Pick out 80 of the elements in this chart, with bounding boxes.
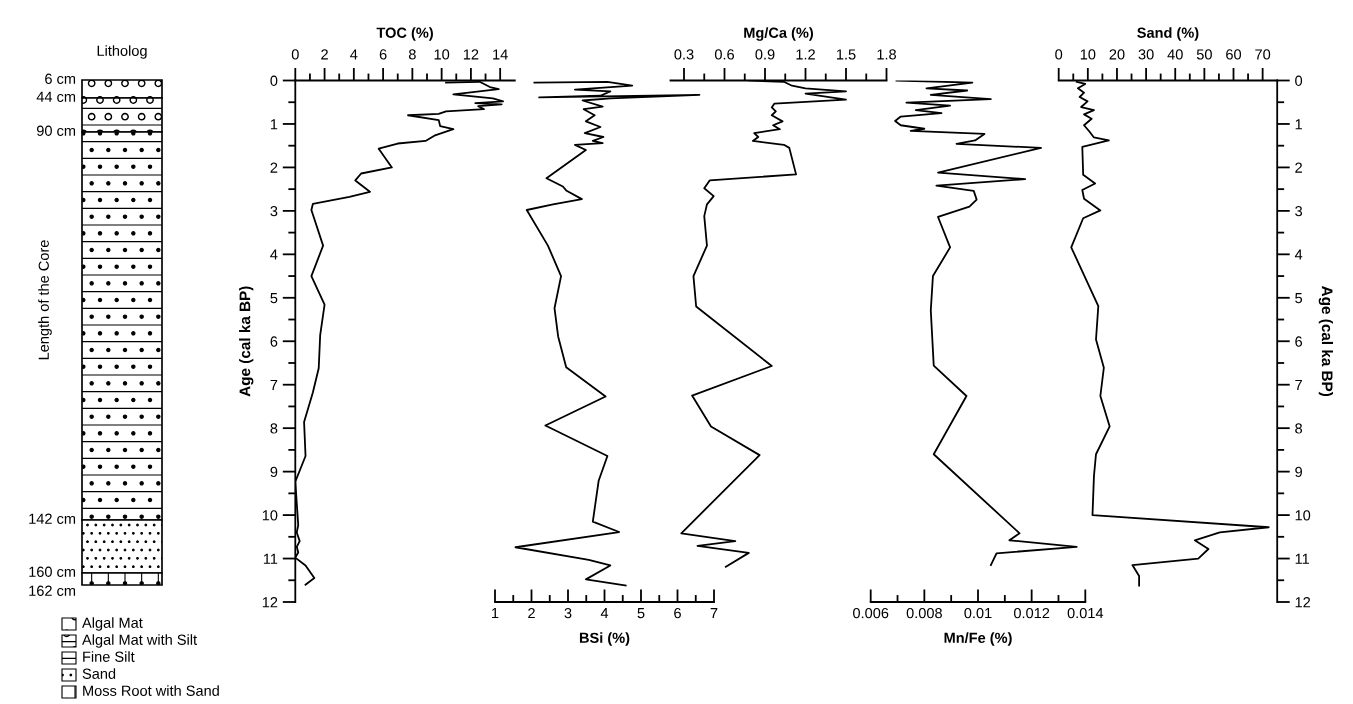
- y-axis-title: Age (cal ka BP): [239, 286, 254, 397]
- text: 6 cm: [45, 73, 76, 84]
- category-label: Fine Silt: [83, 651, 135, 662]
- y-tick-label: 7: [270, 379, 278, 390]
- y-tick-label: 3: [1295, 205, 1303, 217]
- y-tick-label: 6: [270, 336, 278, 347]
- x-tick-label: 7: [710, 608, 718, 619]
- y-tick-label: 3: [270, 205, 278, 217]
- x-tick-label: 0.3: [674, 49, 694, 60]
- x-tick-label: 0: [291, 49, 299, 60]
- y-tick-label: 12: [262, 597, 278, 608]
- x-tick-label: 10: [1080, 49, 1096, 60]
- y-tick-label: 1: [270, 119, 278, 130]
- y-tick-label: 5: [1295, 293, 1303, 304]
- y-tick-label: 8: [1295, 423, 1303, 434]
- x-axis-title: Mg/Ca (%): [744, 27, 814, 41]
- category-label: Algal Mat with Silt: [82, 634, 197, 648]
- y-tick-label: 12: [1295, 597, 1311, 608]
- x-tick-label: 14: [493, 49, 508, 60]
- x-tick-label: 3: [564, 607, 572, 619]
- y-tick-label: 0: [1295, 75, 1303, 86]
- x-tick-label: 30: [1138, 49, 1154, 60]
- x-tick-label: 1.2: [796, 49, 815, 60]
- x-tick-label: 1.8: [877, 49, 896, 60]
- y-tick-label: 11: [263, 553, 278, 564]
- x-tick-label: 0.012: [1013, 607, 1050, 619]
- y-tick-label: 2: [1295, 162, 1302, 173]
- y-tick-label: 0: [270, 75, 278, 86]
- text: 160 cm: [29, 566, 76, 577]
- x-tick-label: 20: [1109, 49, 1125, 60]
- x-axis-title: Sand (%): [1137, 27, 1199, 41]
- y-tick-label: 10: [1295, 510, 1311, 521]
- x-tick-label: 5: [637, 608, 645, 619]
- x-tick-label: 0: [1055, 49, 1063, 60]
- x-tick-label: 0.014: [1067, 607, 1104, 619]
- x-tick-label: 0.9: [755, 49, 775, 60]
- x-tick-label: 4: [600, 608, 609, 619]
- y-tick-label: 9: [270, 466, 278, 478]
- x-tick-label: 2: [528, 607, 535, 619]
- y-tick-label: 10: [262, 510, 278, 521]
- text: Litholog: [97, 45, 147, 59]
- x-axis-title: BSi (%): [579, 632, 630, 646]
- x-tick-label: 0.008: [906, 607, 942, 619]
- x-tick-label: 0.6: [714, 49, 734, 60]
- x-axis-title: TOC (%): [376, 27, 433, 41]
- x-tick-label: 1.5: [836, 49, 856, 60]
- x-tick-label: 10: [434, 49, 450, 60]
- text: 162 cm: [29, 585, 76, 596]
- y-tick-label: 4: [270, 249, 278, 260]
- y-tick-label: 5: [270, 293, 278, 304]
- text: 142 cm: [29, 513, 76, 524]
- x-tick-label: 6: [674, 607, 681, 619]
- category-label: Moss Root with Sand: [83, 685, 219, 696]
- x-tick-label: 0.006: [853, 607, 889, 619]
- x-tick-label: 6: [379, 49, 387, 60]
- y-tick-label: 1: [1295, 119, 1302, 130]
- x-tick-label: 4: [350, 49, 358, 60]
- x-tick-label: 1: [492, 608, 499, 619]
- x-tick-label: 70: [1255, 49, 1271, 60]
- x-tick-label: 50: [1196, 49, 1212, 60]
- y-tick-label: 2: [270, 162, 278, 173]
- y-tick-label: 11: [1295, 553, 1309, 564]
- y-tick-label: 8: [270, 423, 278, 434]
- x-tick-label: 60: [1226, 49, 1242, 60]
- y-axis-title: Age (cal ka BP): [1318, 286, 1333, 397]
- y-tick-label: 9: [1295, 466, 1302, 478]
- x-tick-label: 40: [1167, 49, 1183, 60]
- x-tick-label: 0.01: [964, 607, 992, 619]
- category-label: Algal Mat: [82, 617, 143, 631]
- x-axis-title: Mn/Fe (%): [944, 632, 1012, 646]
- x-tick-label: 8: [408, 49, 416, 60]
- category-label: Sand: [82, 668, 116, 679]
- x-tick-label: 12: [463, 49, 479, 60]
- text: Length of the Core: [38, 240, 52, 360]
- y-tick-label: 6: [1295, 336, 1303, 347]
- y-tick-label: 7: [1295, 379, 1302, 390]
- text: 90 cm: [36, 125, 76, 136]
- y-tick-label: 4: [1294, 249, 1303, 260]
- text: 44 cm: [36, 91, 76, 102]
- x-tick-label: 2: [321, 49, 328, 60]
